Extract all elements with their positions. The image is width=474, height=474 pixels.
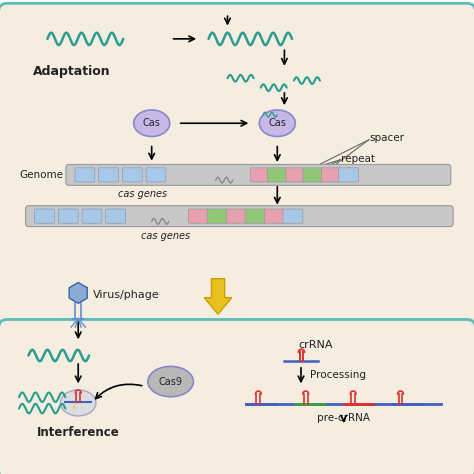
Ellipse shape [148, 366, 193, 397]
FancyBboxPatch shape [189, 209, 209, 223]
Text: Processing: Processing [310, 370, 366, 381]
Text: Cas9: Cas9 [159, 376, 182, 387]
Ellipse shape [134, 110, 170, 137]
Text: repeat: repeat [341, 154, 375, 164]
FancyBboxPatch shape [0, 3, 474, 333]
FancyBboxPatch shape [75, 168, 95, 182]
Text: Cas: Cas [268, 118, 286, 128]
FancyBboxPatch shape [146, 168, 166, 182]
FancyBboxPatch shape [245, 209, 266, 223]
FancyBboxPatch shape [338, 168, 358, 182]
FancyBboxPatch shape [26, 206, 453, 227]
Ellipse shape [61, 390, 96, 416]
FancyBboxPatch shape [106, 209, 126, 223]
Text: pre-crRNA: pre-crRNA [317, 413, 370, 423]
FancyBboxPatch shape [303, 168, 323, 182]
Text: cas genes: cas genes [141, 230, 191, 241]
FancyBboxPatch shape [227, 209, 246, 223]
Ellipse shape [259, 110, 295, 137]
Text: ⚡: ⚡ [70, 402, 77, 413]
FancyArrow shape [204, 279, 232, 314]
FancyBboxPatch shape [267, 168, 287, 182]
Text: Virus/phage: Virus/phage [93, 290, 160, 301]
FancyBboxPatch shape [0, 319, 474, 474]
Text: Adaptation: Adaptation [33, 64, 111, 78]
Polygon shape [69, 283, 87, 303]
Text: Interference: Interference [37, 426, 119, 439]
FancyBboxPatch shape [35, 209, 55, 223]
FancyBboxPatch shape [207, 209, 228, 223]
FancyBboxPatch shape [122, 168, 142, 182]
FancyBboxPatch shape [321, 168, 340, 182]
Text: cas genes: cas genes [118, 189, 167, 200]
FancyBboxPatch shape [250, 168, 269, 182]
Text: spacer: spacer [370, 133, 405, 144]
FancyBboxPatch shape [66, 164, 451, 185]
FancyBboxPatch shape [286, 168, 304, 182]
Text: Cas: Cas [143, 118, 161, 128]
FancyBboxPatch shape [82, 209, 102, 223]
Text: crRNA: crRNA [299, 340, 333, 350]
FancyBboxPatch shape [283, 209, 303, 223]
FancyBboxPatch shape [264, 209, 284, 223]
Text: Genome: Genome [19, 170, 63, 180]
FancyBboxPatch shape [99, 168, 118, 182]
FancyBboxPatch shape [58, 209, 78, 223]
